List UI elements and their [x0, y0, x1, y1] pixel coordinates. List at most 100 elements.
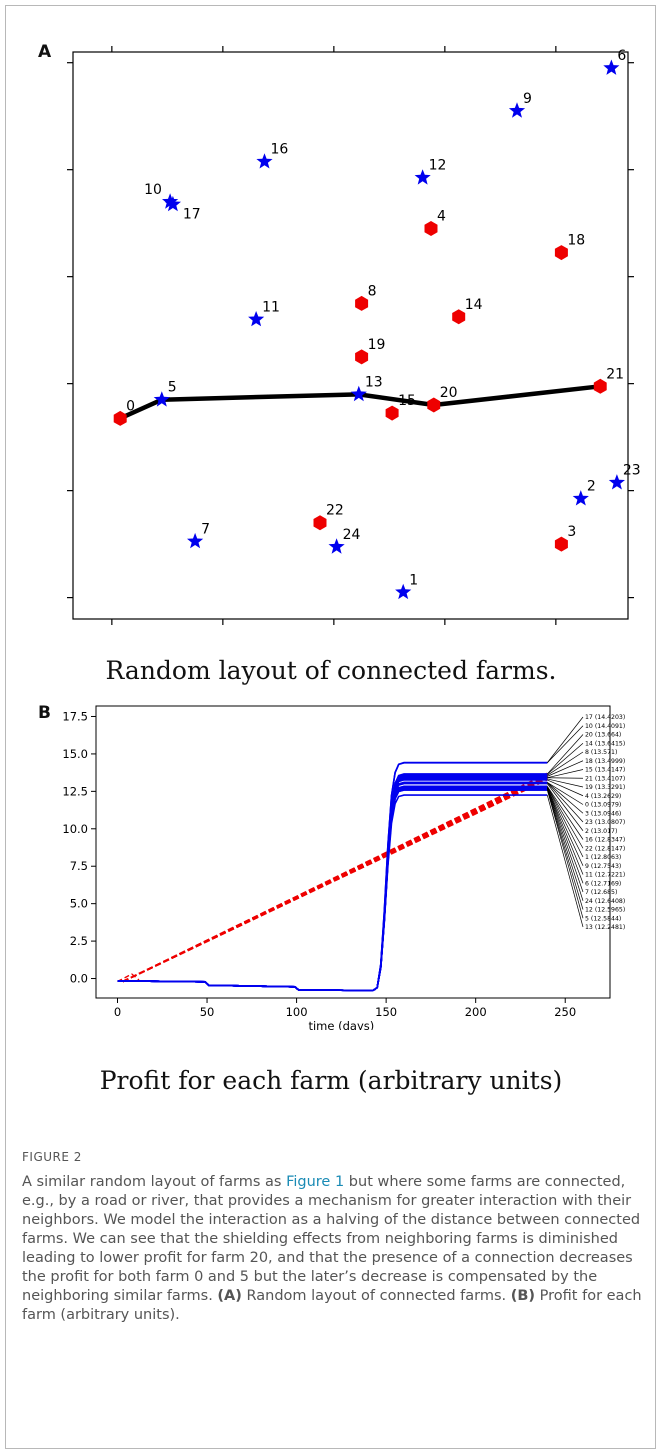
farm-label: 22 [326, 503, 344, 519]
farm-star-marker [248, 311, 265, 327]
panel-b-chart: 0 50 100 150 200 250 0.0 2.5 5.0 7.5 10.0 12.5 15.0 1… [62, 705, 625, 1030]
dashed-trend-line [122, 777, 548, 983]
farm-value-label: 13 (12.2481) [585, 924, 625, 931]
leader-line [546, 789, 584, 919]
farm-star-marker [508, 102, 526, 118]
farm-value-label: 10 (14.4091) [585, 723, 625, 730]
farm-value-label: 24 (12.6408) [585, 898, 625, 905]
farm-hexagon-marker [452, 309, 466, 325]
farm-label: 21 [606, 366, 624, 382]
farm-value-label: 16 (12.8347) [585, 837, 625, 844]
leader-line [547, 786, 584, 840]
farm-value-label: 1 (12.8063) [585, 854, 621, 861]
x-tick-label: 200 [465, 1005, 487, 1019]
farm-value-label: 23 (13.0807) [585, 819, 625, 826]
farm-label: 19 [368, 337, 386, 353]
y-tick-label: 2.5 [70, 934, 88, 948]
farm-star-marker [608, 474, 625, 490]
farm-label: 2 [587, 479, 596, 495]
y-tick-label: 7.5 [70, 859, 88, 873]
caption-panel-a-ref: (A) [217, 1288, 242, 1304]
y-tick-label: 17.5 [62, 709, 88, 723]
figure-1-link[interactable]: Figure 1 [286, 1174, 345, 1190]
leader-line [547, 742, 584, 775]
farm-label: 20 [440, 385, 458, 401]
leader-line [546, 788, 584, 893]
farm-label: 16 [270, 142, 288, 158]
profit-line [117, 789, 548, 992]
farm-star-marker [395, 583, 412, 600]
panel-a-letter: A [38, 42, 52, 62]
profit-line [117, 779, 548, 992]
profit-line [117, 781, 548, 992]
plot-frame [95, 705, 611, 999]
farm-star-marker [153, 391, 170, 407]
farm-hexagon-marker [554, 536, 568, 552]
farm-star-marker [162, 193, 179, 209]
farm-hexagon-marker [313, 515, 327, 531]
farm-value-label: 19 (13.3291) [585, 784, 625, 791]
figure-frame [5, 5, 656, 1449]
leader-line [547, 716, 584, 763]
farm-star-marker [603, 59, 620, 75]
farm-value-label: 18 (13.4999) [585, 758, 625, 765]
farm-value-label: 15 (13.4147) [585, 767, 625, 774]
leader-line [547, 760, 584, 777]
farm-label: 12 [429, 158, 447, 174]
farm-value-label: 4 (13.2629) [585, 793, 621, 800]
y-tick-label: 15.0 [62, 747, 88, 761]
farm-value-label: 9 (12.7543) [585, 863, 621, 870]
farm-hexagon-marker [427, 397, 441, 413]
farm-label: 14 [465, 297, 483, 313]
dashed-trend-line [122, 778, 548, 983]
farm-star-marker [572, 490, 589, 506]
farm-value-label: 17 (14.4203) [585, 714, 625, 721]
leader-line [547, 783, 584, 831]
profit-line [117, 786, 548, 992]
x-tick-label: 0 [114, 1005, 121, 1019]
profit-line [117, 787, 548, 992]
farm-label: 17 [183, 206, 201, 222]
panel-b-caption: Profit for each farm (arbitrary units) [99, 1066, 563, 1095]
leader-line [546, 787, 584, 875]
leader-line [547, 786, 584, 849]
profit-line [117, 782, 548, 992]
farm-label: 10 [144, 182, 162, 198]
x-tick-label: 150 [375, 1005, 397, 1019]
farm-label: 6 [617, 48, 626, 64]
caption-text-1: A similar random layout of farms as [22, 1174, 287, 1190]
x-tick-label: 100 [286, 1005, 308, 1019]
leader-line [546, 787, 584, 866]
farm-hexagon-marker [355, 349, 369, 365]
profit-line [117, 761, 548, 992]
farm-star-marker [414, 169, 431, 185]
farm-hexagon-marker [113, 410, 127, 426]
leader-line [547, 725, 584, 764]
leader-line [547, 777, 584, 779]
figure-label: FIGURE 2 [22, 1150, 82, 1164]
leader-line [547, 782, 584, 814]
farm-star-marker [256, 153, 273, 169]
leader-line [546, 789, 584, 910]
farm-value-label: 5 (12.5844) [585, 915, 621, 922]
plot-frame [72, 51, 629, 620]
farm-value-label: 3 (13.0946) [585, 810, 621, 817]
farm-label: 8 [368, 283, 377, 299]
leader-line [547, 778, 584, 788]
leader-line [546, 789, 584, 901]
farm-hexagon-marker [385, 405, 399, 421]
panel-a-caption: Random layout of connected farms. [105, 656, 557, 685]
farm-star-marker [164, 195, 181, 212]
profit-line [117, 781, 548, 992]
figure-caption-text: A similar random layout of farms as Figu… [22, 1173, 642, 1325]
figure-caption: FIGURE 2 A similar random layout of farm… [22, 1148, 642, 1325]
profit-line [117, 787, 548, 992]
x-tick-label: 250 [554, 1005, 576, 1019]
profit-line [117, 787, 548, 992]
farm-value-label: 12 (12.5965) [585, 907, 625, 914]
farm-hexagon-marker [554, 245, 568, 261]
x-axis-label: time (days) [308, 1019, 374, 1030]
caption-panel-a-text: Random layout of connected farms. [241, 1288, 511, 1304]
farm-label: 18 [567, 233, 585, 249]
